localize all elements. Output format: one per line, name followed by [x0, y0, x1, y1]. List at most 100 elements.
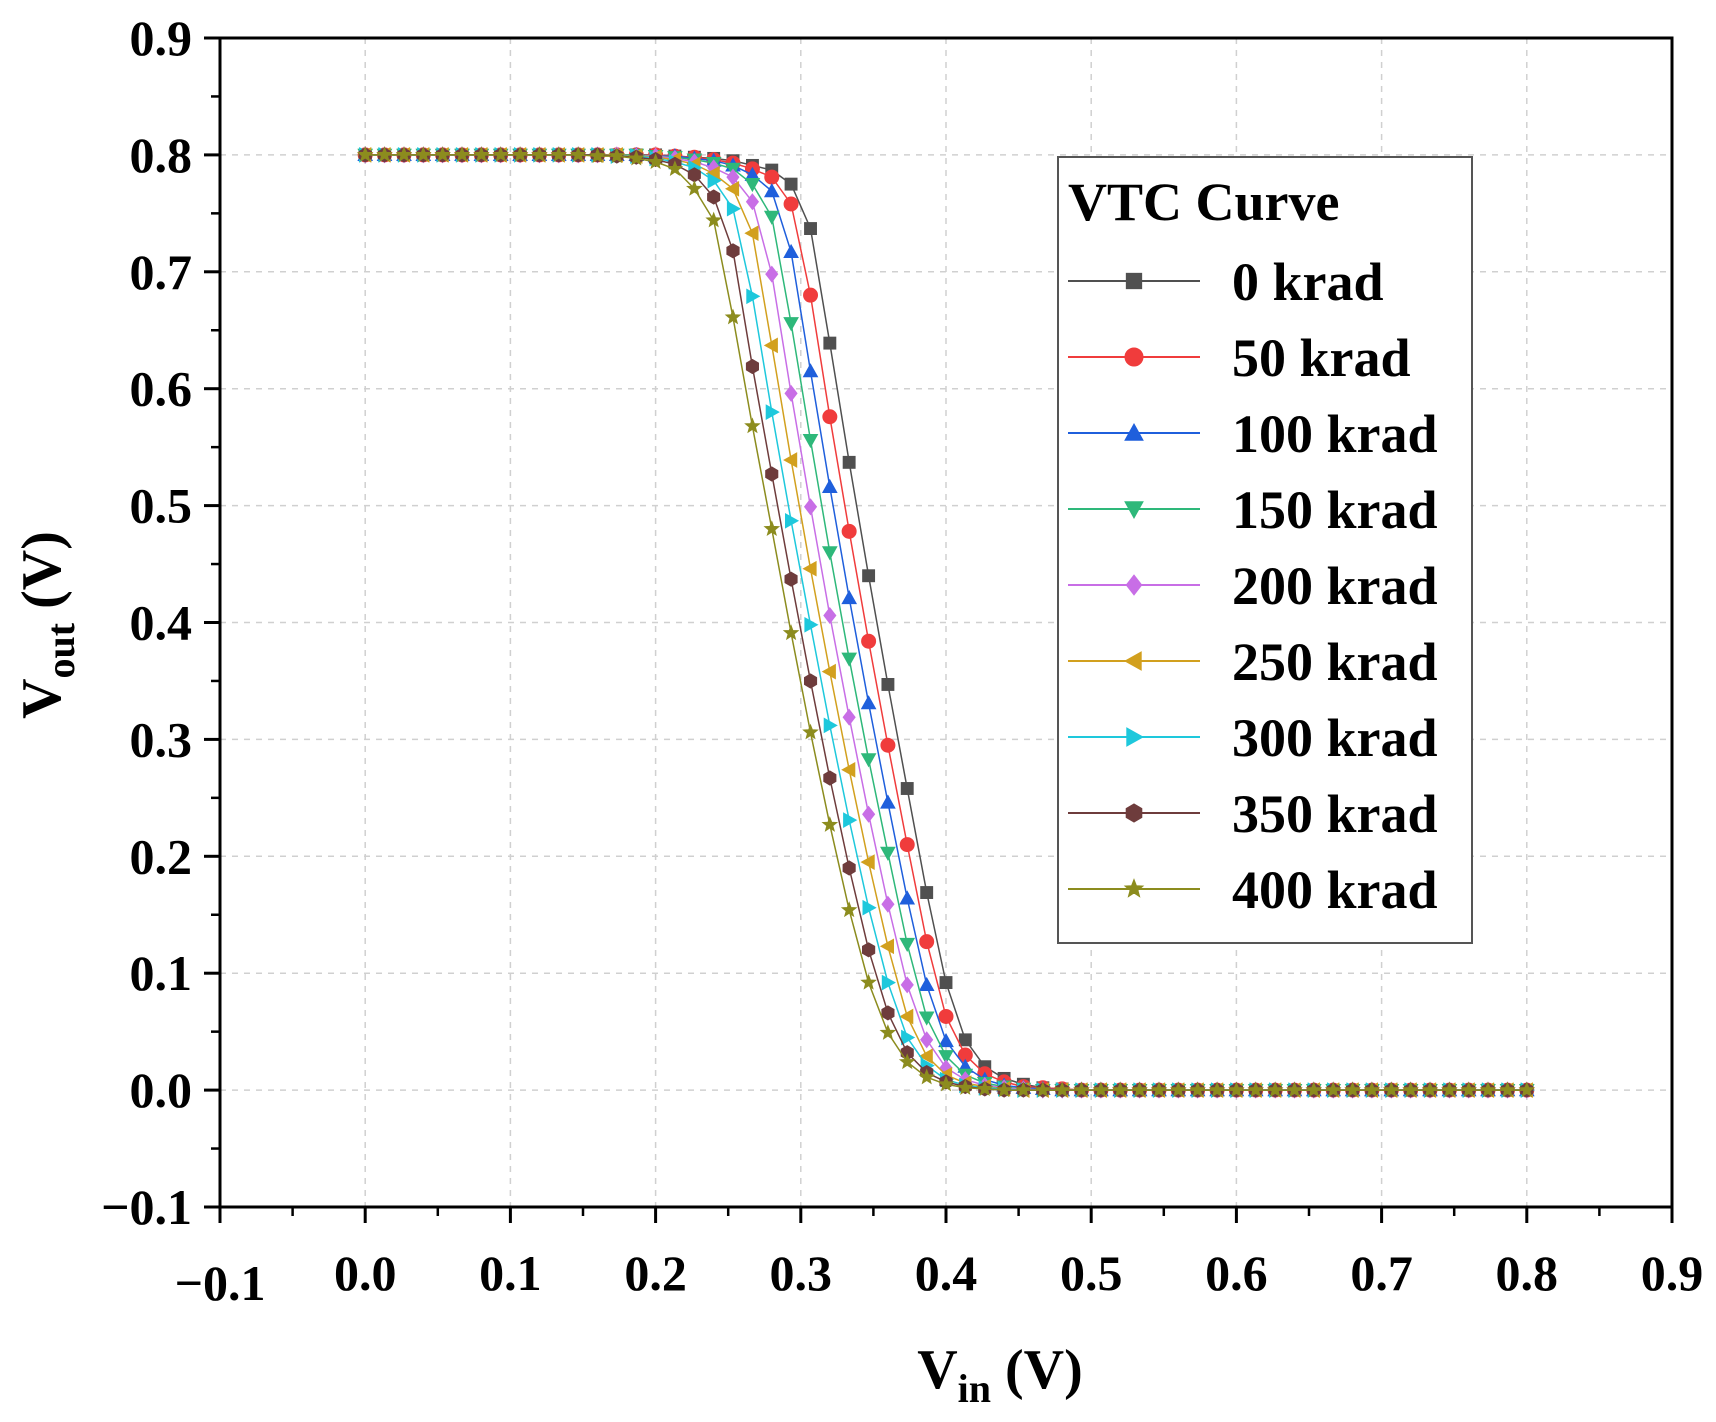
series-layer [356, 146, 1536, 1099]
data-point [900, 976, 914, 994]
legend-label: 250 krad [1232, 632, 1438, 692]
legend-label: 100 krad [1232, 404, 1438, 464]
data-point [784, 177, 798, 191]
x-tick-label: 0.3 [770, 1245, 833, 1301]
data-point [823, 606, 837, 625]
legend-item: 350 krad [1068, 784, 1438, 844]
data-point [880, 846, 896, 861]
data-point [804, 673, 818, 689]
y-tick-label: 0.5 [130, 478, 193, 534]
legend-label: 350 krad [1232, 784, 1438, 844]
y-tick-label: 0.3 [130, 711, 193, 767]
legend-item: 150 krad [1068, 480, 1438, 540]
data-point [1518, 1081, 1536, 1098]
data-point [1228, 1081, 1245, 1098]
data-point [726, 243, 740, 259]
data-point [783, 317, 799, 332]
data-point [686, 180, 703, 196]
data-point [687, 167, 701, 183]
data-point [958, 1033, 972, 1047]
data-point [860, 753, 877, 768]
data-point [763, 520, 781, 537]
data-point [782, 624, 800, 641]
legend-label: 400 krad [1232, 860, 1438, 920]
legend-item: 250 krad [1068, 632, 1438, 692]
data-point [783, 196, 799, 212]
data-point [802, 363, 819, 378]
x-tick-label: 0.8 [1496, 1245, 1559, 1301]
data-point [763, 337, 778, 354]
data-point [881, 895, 895, 913]
x-tick-label: 0.9 [1641, 1245, 1704, 1301]
y-tick-label: −0.1 [101, 1179, 192, 1235]
legend-item: 100 krad [1068, 404, 1438, 464]
y-tick-label: 0.6 [130, 361, 193, 417]
data-point [784, 571, 798, 587]
data-point [783, 452, 798, 468]
legend-marker [1124, 501, 1144, 520]
x-tick-label: 0.1 [479, 1245, 542, 1301]
legend-label: 200 krad [1232, 556, 1438, 616]
data-point [841, 652, 858, 667]
data-point [1479, 1081, 1497, 1098]
data-point [1344, 1081, 1361, 1098]
data-point [1460, 1081, 1478, 1098]
data-point [745, 358, 759, 375]
data-point [783, 243, 799, 258]
legend-marker [1124, 422, 1144, 441]
data-point [821, 663, 836, 680]
data-point [1150, 1081, 1168, 1098]
data-point [803, 287, 819, 303]
data-point [1169, 1081, 1187, 1098]
data-point [744, 417, 761, 434]
y-tick-label: 0.4 [130, 595, 193, 651]
data-point [860, 973, 877, 990]
legend-items: 0 krad 50 krad 100 krad 150 krad 200 krad 250… [1068, 252, 1438, 920]
data-point [899, 890, 916, 905]
data-point [956, 1079, 974, 1095]
grid-layer [220, 38, 1672, 1207]
data-point [880, 794, 896, 809]
data-point [1499, 1081, 1516, 1098]
data-point [899, 1008, 914, 1025]
data-point [434, 146, 451, 162]
data-point [707, 189, 721, 205]
data-point [976, 1080, 994, 1097]
data-point [879, 1024, 897, 1040]
data-point [899, 937, 916, 953]
data-point [862, 569, 876, 583]
data-point [707, 172, 722, 189]
data-point [823, 770, 837, 786]
data-point [918, 1011, 935, 1026]
data-point [763, 210, 780, 225]
legend-item: 400 krad [1068, 860, 1438, 920]
y-tick-label: 0.9 [130, 10, 193, 66]
data-point [1286, 1081, 1303, 1098]
data-point [802, 560, 817, 577]
y-tick-label: 0.7 [130, 244, 193, 300]
data-point [765, 265, 779, 283]
data-point [861, 633, 877, 649]
data-point [453, 146, 471, 162]
data-point [1305, 1081, 1323, 1098]
data-point [627, 149, 645, 166]
x-tick-label: 0.5 [1060, 1245, 1123, 1301]
data-point [841, 523, 857, 539]
data-point [939, 976, 953, 990]
data-point [1382, 1081, 1400, 1098]
data-point [898, 1053, 916, 1070]
data-point [356, 146, 374, 162]
data-point [802, 434, 819, 449]
data-point [918, 1068, 936, 1085]
data-point [647, 153, 664, 170]
data-point [1092, 1081, 1110, 1098]
y-tick-label: 0.1 [130, 945, 193, 1001]
data-point [821, 816, 839, 832]
x-tick-label: 0.6 [1205, 1245, 1268, 1301]
data-point [492, 146, 510, 162]
x-tick-label: 0.4 [915, 1245, 978, 1301]
data-point [531, 146, 548, 162]
data-point [840, 901, 858, 918]
data-point [803, 498, 818, 516]
